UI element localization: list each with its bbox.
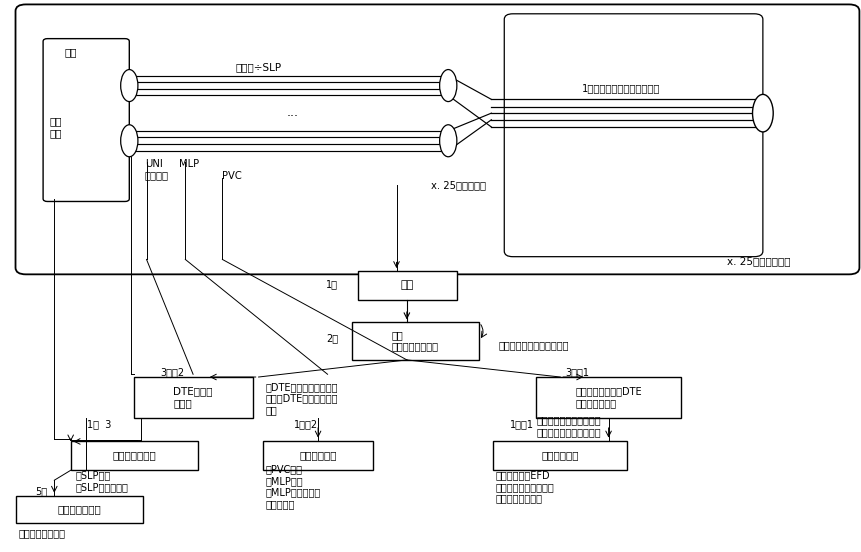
Bar: [536, 377, 680, 418]
Text: 用户网（多数情况都可能）: 用户网（多数情况都可能）: [498, 340, 568, 350]
Text: 网络
（用户网－用户）: 网络 （用户网－用户）: [392, 330, 438, 352]
Text: 虚拟
通道: 虚拟 通道: [50, 116, 62, 138]
Text: ・SLP模拟
・SLP通信量数据: ・SLP模拟 ・SLP通信量数据: [76, 470, 128, 492]
Text: x. 25通信业务模型: x. 25通信业务模型: [726, 256, 790, 266]
Ellipse shape: [439, 70, 456, 102]
Text: 3级－2: 3级－2: [160, 368, 184, 378]
Text: 终端: 终端: [65, 47, 77, 57]
Bar: [15, 496, 143, 523]
Text: 1级: 1级: [325, 279, 338, 289]
Text: 1个用户所具有的虚拟通信网: 1个用户所具有的虚拟通信网: [581, 83, 659, 93]
Text: 1级－1: 1级－1: [509, 419, 533, 429]
Text: ・DTE号码级的业务模拟
・各个DTE号码的通信量
数据: ・DTE号码级的业务模拟 ・各个DTE号码的通信量 数据: [265, 382, 338, 415]
Text: UNI: UNI: [145, 159, 163, 169]
Ellipse shape: [752, 94, 772, 132]
Text: ・半件选择器EFD
・业务指令用业务要求
・通信量数据记录: ・半件选择器EFD ・业务指令用业务要求 ・通信量数据记录: [495, 470, 554, 503]
Ellipse shape: [439, 125, 456, 157]
Bar: [492, 441, 626, 470]
Text: MLP: MLP: [179, 159, 199, 169]
FancyBboxPatch shape: [15, 4, 858, 274]
Bar: [357, 271, 456, 300]
Text: 用户特有的目标与DTE
号码目标无关的: 用户特有的目标与DTE 号码目标无关的: [574, 386, 641, 408]
Ellipse shape: [121, 125, 138, 157]
Text: x. 25分组通信网: x. 25分组通信网: [430, 180, 486, 190]
FancyBboxPatch shape: [43, 39, 129, 201]
Bar: [133, 377, 252, 418]
Text: ・用户、位置、连络对方
・与故障报告有关的目标: ・用户、位置、连络对方 ・与故障报告有关的目标: [536, 415, 600, 437]
Text: ・通信量数据记录: ・通信量数据记录: [19, 528, 66, 538]
Text: 1级  3: 1级 3: [87, 419, 111, 429]
FancyBboxPatch shape: [504, 14, 762, 257]
Text: 其它属下目标: 其它属下目标: [299, 450, 337, 460]
Text: 其它属下的目标: 其它属下的目标: [58, 505, 101, 514]
Text: 网络: 网络: [400, 280, 413, 290]
Text: 其它属下目标: 其它属下目标: [541, 450, 578, 460]
Text: 3级－1: 3级－1: [565, 368, 589, 378]
Bar: [71, 441, 198, 470]
Text: 用户线÷SLP: 用户线÷SLP: [235, 62, 282, 72]
Bar: [263, 441, 373, 470]
Text: 5级: 5级: [35, 486, 47, 496]
Bar: [351, 322, 479, 360]
Text: 1级－2: 1级－2: [294, 419, 318, 429]
Text: 2级: 2级: [325, 333, 338, 343]
Text: PVC: PVC: [222, 171, 242, 181]
Text: ...: ...: [287, 105, 299, 119]
Text: 用户线级的目标: 用户线级的目标: [113, 450, 156, 460]
Text: DTE号码级
的目标: DTE号码级 的目标: [173, 386, 213, 408]
Text: 线路号码: 线路号码: [145, 171, 169, 181]
Text: ・PVC模拟
・MLP模拟
・MLP通信量数据
・收费信息: ・PVC模拟 ・MLP模拟 ・MLP通信量数据 ・收费信息: [265, 464, 320, 509]
Ellipse shape: [121, 70, 138, 102]
